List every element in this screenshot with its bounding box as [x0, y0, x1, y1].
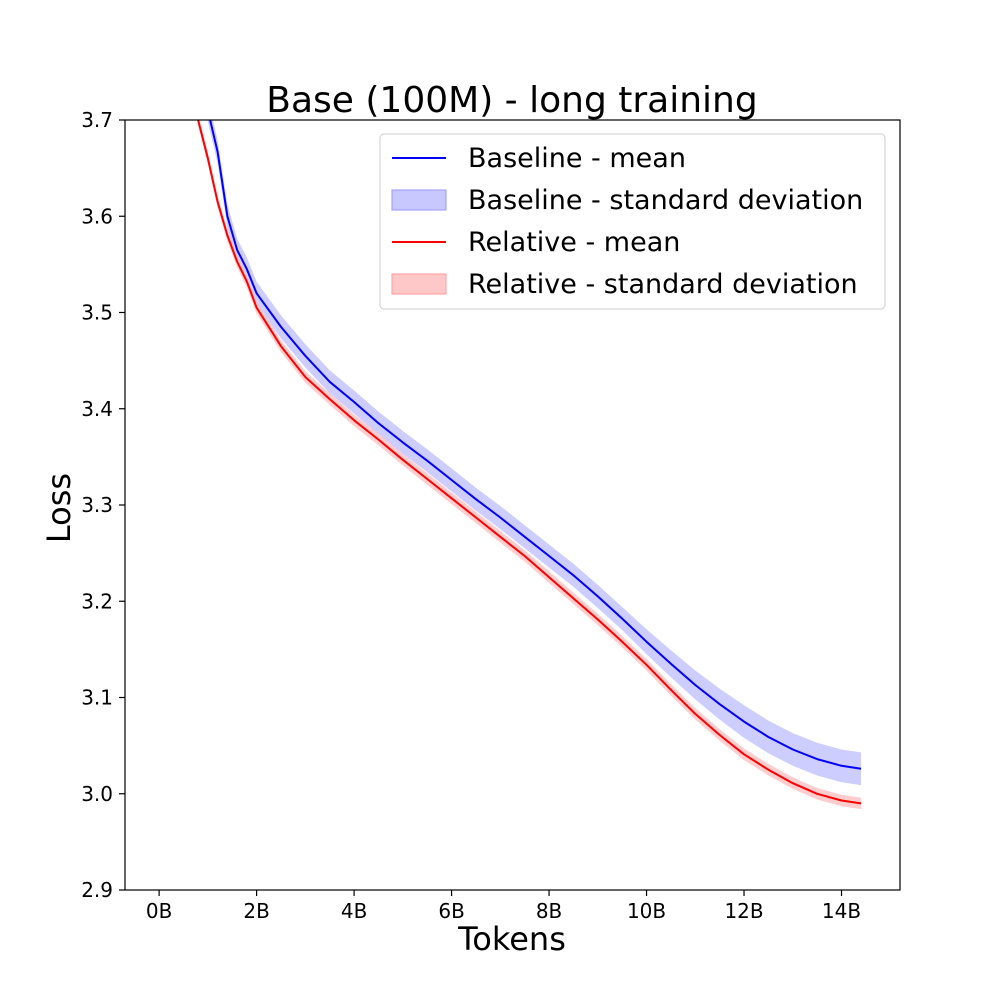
y-tick-label: 3.1 [81, 686, 113, 710]
x-axis-label: Tokens [457, 920, 566, 958]
x-tick-label: 2B [243, 899, 269, 923]
y-tick-label: 3.0 [81, 782, 113, 806]
x-tick-label: 10B [627, 899, 666, 923]
baseline-standard-deviation-legend-label: Baseline - standard deviation [468, 185, 863, 216]
y-tick-label: 3.2 [81, 589, 113, 613]
y-tick-label: 3.7 [81, 108, 113, 132]
x-tick-label: 4B [341, 899, 367, 923]
x-tick-label: 8B [536, 899, 562, 923]
x-tick-label: 0B [146, 899, 172, 923]
baseline-standard-deviation-legend-swatch [391, 189, 447, 211]
relative-standard-deviation-legend-swatch [391, 273, 447, 295]
x-axis-ticks: 0B 2B 4B 6B 8B 10B 12B 14B [146, 890, 861, 923]
y-tick-label: 2.9 [81, 878, 113, 902]
y-tick-label: 3.6 [81, 204, 113, 228]
legend: Baseline - mean Baseline - standard devia… [379, 133, 886, 310]
legend-box [379, 133, 886, 310]
y-tick-label: 3.5 [81, 301, 113, 325]
mean-lines [197, 120, 862, 805]
x-tick-label: 12B [724, 899, 763, 923]
relative-mean-line [197, 120, 862, 805]
relative-mean-legend-label: Relative - mean [468, 227, 680, 258]
chart-title: Base (100M) - long training [266, 80, 757, 121]
x-tick-label: 6B [438, 899, 464, 923]
x-tick-label: 14B [822, 899, 861, 923]
y-tick-label: 3.4 [81, 397, 113, 421]
y-tick-label: 3.3 [81, 493, 113, 517]
y-axis-ticks: 2.9 3.0 3.1 3.2 3.3 3.4 3.5 3.6 3.7 [81, 108, 125, 902]
y-axis-label: Loss [40, 473, 78, 543]
baseline-mean-legend-label: Baseline - mean [468, 143, 686, 174]
relative-standard-deviation-legend-label: Relative - standard deviation [468, 269, 858, 300]
baseline-mean-line [209, 120, 862, 770]
